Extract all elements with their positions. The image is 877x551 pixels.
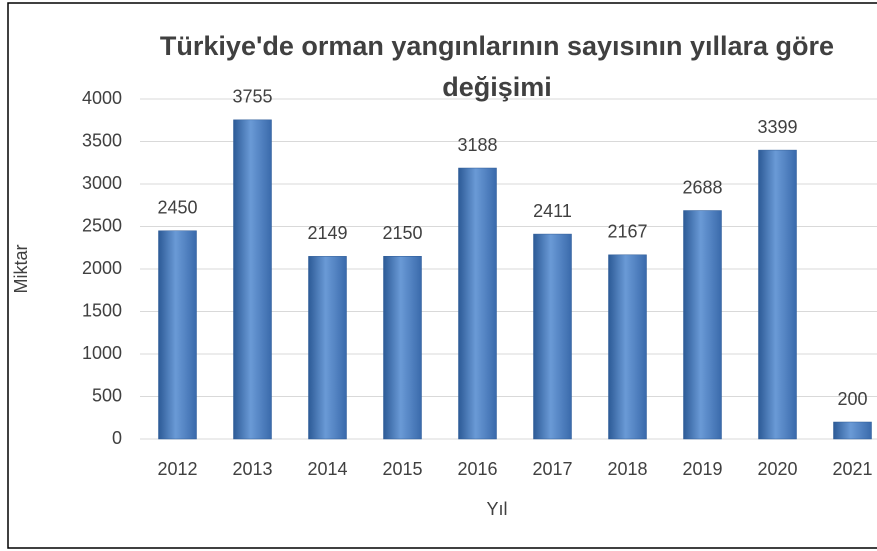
data-label: 2150 — [382, 223, 422, 243]
bar — [533, 233, 572, 440]
y-tick-label: 0 — [112, 428, 122, 448]
bar — [833, 421, 872, 440]
y-tick-label: 2500 — [82, 215, 122, 235]
data-label: 3399 — [757, 117, 797, 137]
chart-border — [7, 2, 877, 549]
x-axis-label: Yıl — [486, 499, 507, 519]
x-tick-label: 2012 — [157, 459, 197, 479]
y-tick-label: 1500 — [82, 300, 122, 320]
x-tick-label: 2018 — [607, 459, 647, 479]
data-label: 200 — [837, 389, 867, 409]
data-label: 3755 — [232, 87, 272, 107]
chart-title: Türkiye'de orman yangınlarının sayısının… — [159, 31, 835, 102]
data-label: 2167 — [607, 222, 647, 242]
y-tick-label: 2000 — [82, 258, 122, 278]
x-tick-label: 2017 — [532, 459, 572, 479]
x-tick-label: 2015 — [382, 459, 422, 479]
y-tick-label: 500 — [92, 385, 122, 405]
data-label: 2149 — [307, 223, 347, 243]
x-tick-label: 2014 — [307, 459, 347, 479]
data-label: 3188 — [457, 135, 497, 155]
bar — [158, 230, 197, 440]
bar — [758, 149, 797, 440]
x-tick-label: 2020 — [757, 459, 797, 479]
bar — [383, 256, 422, 440]
data-label: 2688 — [682, 177, 722, 197]
bar — [233, 119, 272, 440]
y-tick-label: 3500 — [82, 130, 122, 150]
y-axis-label: Miktar — [11, 244, 31, 293]
y-tick-label: 4000 — [82, 88, 122, 108]
data-label: 2411 — [533, 201, 572, 221]
y-tick-label: 3000 — [82, 173, 122, 193]
bar — [458, 167, 497, 440]
x-tick-label: 2021 — [832, 459, 872, 479]
data-label: 2450 — [157, 198, 197, 218]
bar — [308, 256, 347, 440]
x-tick-label: 2019 — [682, 459, 722, 479]
bar — [608, 254, 647, 440]
x-tick-label: 2013 — [232, 459, 272, 479]
x-tick-label: 2016 — [457, 459, 497, 479]
bar — [683, 210, 722, 440]
y-tick-label: 1000 — [82, 343, 122, 363]
